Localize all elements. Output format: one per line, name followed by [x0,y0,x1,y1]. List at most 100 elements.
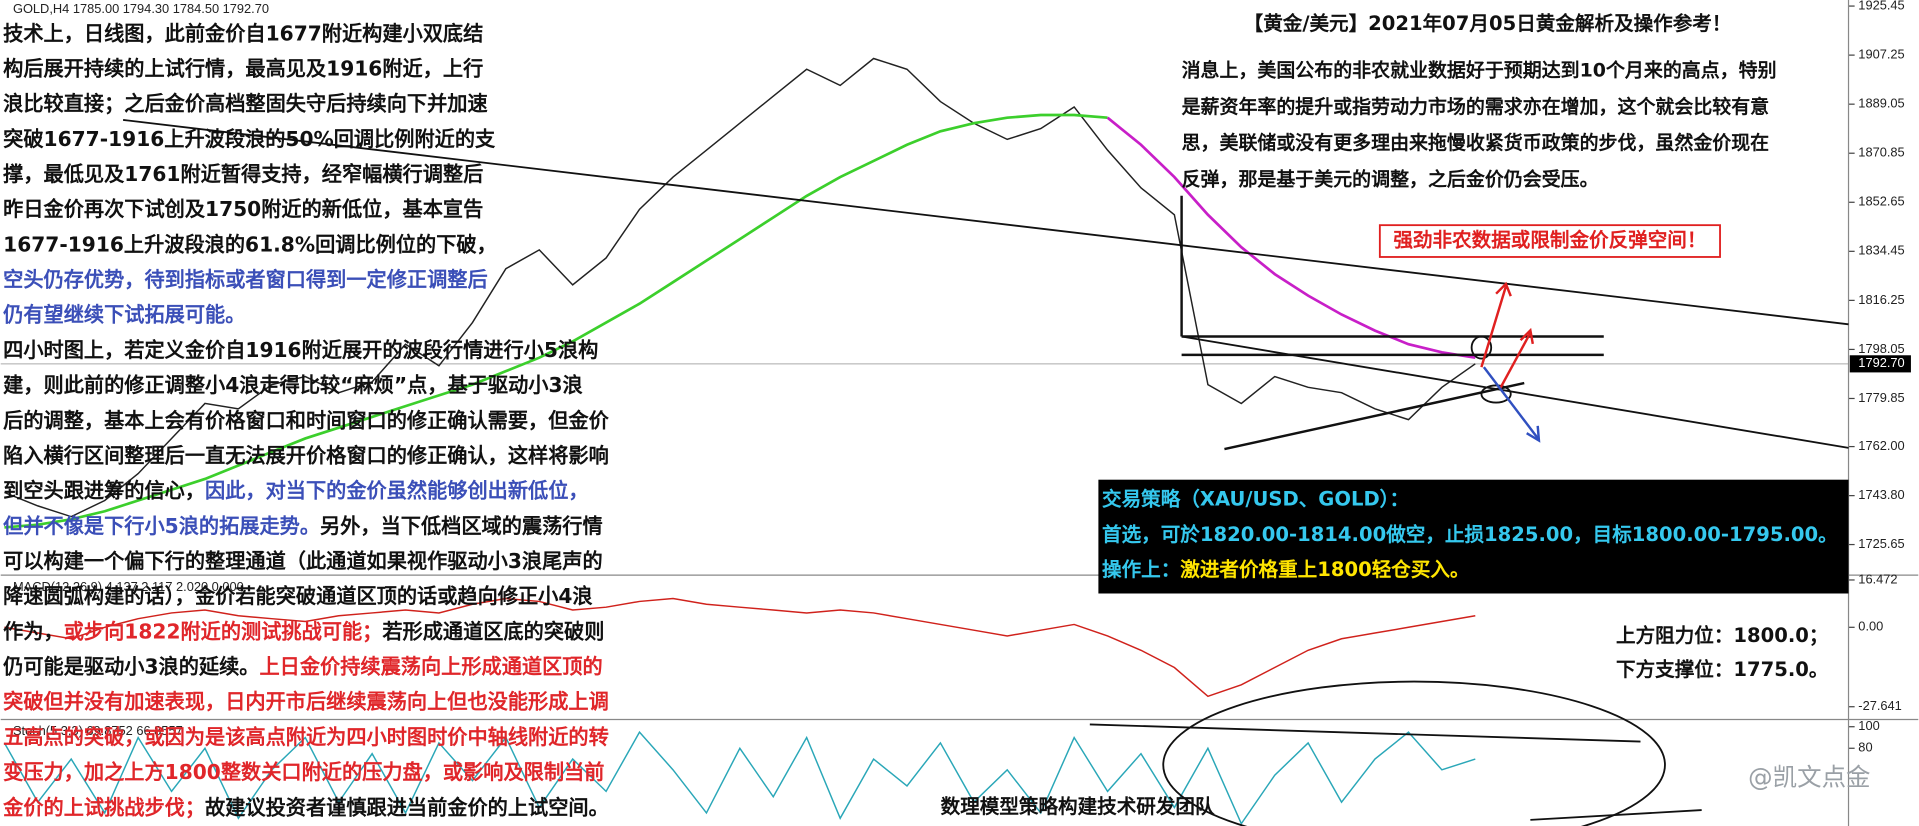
news-line: 是薪资年率的提升或指劳动力市场的需求亦在增加，这个就会比较有意 [1181,95,1770,118]
support-level: 下方支撑位：1775.0。 [1616,658,1828,681]
text-segment: 或步向1822附近的测试挑战可能； [64,619,383,643]
current-price-label: 1792.70 [1858,355,1904,370]
resistance-level: 上方阻力位：1800.0； [1616,624,1828,647]
panel-title: MACD(12,26,9) 4.137 2.117 2.020 0.000 [13,579,244,594]
y-tick-label: 1870.85 [1858,145,1904,160]
y-tick-label: 1907.25 [1858,47,1904,62]
text-segment: 浪比较直接；之后金价高档整固失守后持续向下并加速 [3,91,488,115]
circle-marker [1480,384,1512,404]
text-segment: 五高点的突破，或因为是该高点附近为四小时图时价中轴线附近的转 [3,724,609,748]
text-line: 变压力，加之上方1800整数关口附近的压力盘，或影响及限制当前 [3,760,604,784]
text-line: 技术上，日线图，此前金价自1677附近构建小双底结 [3,21,483,45]
text-line: 仍有望继续下试拓展可能。 [3,302,245,326]
text-line: 后的调整，基本上会有价格窗口和时间窗口的修正确认需要，但金价 [3,408,609,432]
text-segment: 交易策略（XAU/USD、GOLD）： [1102,487,1409,510]
text-line: 四小时图上，若定义金价自1916附近展开的波段行情进行小5浪构 [3,337,598,361]
text-segment: 后的调整，基本上会有价格窗口和时间窗口的修正确认需要，但金价 [3,408,609,432]
news-line: 消息上，美国公布的非农就业数据好于预期达到10个月来的高点，特别 [1182,58,1777,81]
text-segment: 撑，最低见及1761附近暂得支持，经窄幅横行调整后 [3,161,483,185]
text-segment: 昨日金价再次下试创及1750附近的新低位，基本宣告 [3,197,483,221]
text-segment: 技术上，日线图，此前金价自1677附近构建小双底结 [3,21,483,45]
team-name: 数理模型策略构建技术研发团队 [941,795,1215,818]
right-title: 【黄金/美元】2021年07月05日黄金解析及操作参考！ [1244,12,1732,35]
text-segment: 故建议投资者谨慎跟进当前金价的上试空间。 [205,795,609,819]
arrow-head [1526,425,1541,443]
text-segment: 构后展开持续的上试行情，最高见及1916附近，上行 [3,56,483,80]
text-line: 突破1677-1916上升波段浪的50%回调比例附近的支 [3,126,496,150]
text-segment: 变压力，加之上方1800整数关口附近的压力盘，或影响及限制当前 [3,760,604,784]
trend-line [1530,809,1702,821]
text-segment: 陷入横行区间整理后一直无法展开价格窗口的修正确认，这样将影响 [3,443,609,467]
text-line: 可以构建一个偏下行的整理通道（此通道如果视作驱动小3浪尾声的 [3,548,603,572]
arrow [1498,332,1532,390]
y-tick-label: 1798.05 [1858,341,1904,356]
arrow [1482,366,1539,439]
y-tick-label: 1762.00 [1858,438,1904,453]
text-line: 降速圆弧构建的话），金价若能突破通道区顶的话或趋向修正小4浪 [3,584,593,608]
callout: 强劲非农数据或限制金价反弹空间！ [1393,229,1706,252]
series-line [3,730,1476,826]
ellipse-marker [1162,680,1666,826]
text-segment: 四小时图上，若定义金价自1916附近展开的波段行情进行小5浪构 [3,337,598,361]
text-line: 但并不像是下行小5浪的拓展走势。另外，当下低档区域的震荡行情 [3,513,603,537]
text-segment: 但并不像是下行小5浪的拓展走势。 [3,513,320,537]
text-segment: 突破但并没有加速表现，日内开市后继续震荡向上但也没能形成上调 [3,689,609,713]
panel-title: GOLD,H4 1785.00 1794.30 1784.50 1792.70 [13,1,269,16]
y-tick-label: 100 [1858,718,1879,733]
text-line: 五高点的突破，或因为是该高点附近为四小时图时价中轴线附近的转 [3,724,609,748]
text-line: 昨日金价再次下试创及1750附近的新低位，基本宣告 [3,197,483,221]
text-segment: 到空头跟进筹的信心， [3,478,205,502]
y-tick-label: 1889.05 [1858,96,1904,111]
text-segment: 仍可能是驱动小3浪的延续。 [3,654,259,678]
text-segment: 操作上： [1102,558,1180,581]
text-line: 到空头跟进筹的信心，因此，对当下的金价虽然能够创出新低位， [3,478,588,502]
news-line: 反弹，那是基于美元的调整，之后金价仍会受压。 [1182,168,1599,191]
y-tick-label: 16.472 [1858,571,1897,586]
text-line: 空头仍存优势，待到指标或者窗口得到一定修正调整后 [3,267,488,291]
text-segment: 降速圆弧构建的话），金价若能突破通道区顶的话或趋向修正小4浪 [3,584,593,608]
y-tick-label: 1852.65 [1858,194,1904,209]
arrow-head [1519,327,1535,345]
panel-title: Stoch(5,3,3) 69.8752 66.8557 [13,723,183,738]
y-tick-label: 1743.80 [1858,487,1904,502]
text-segment: 因此，对当下的金价虽然能够创出新低位， [205,478,589,502]
series-line [4,57,1476,518]
text-segment: 可以构建一个偏下行的整理通道（此通道如果视作驱动小3浪尾声的 [3,548,603,572]
y-tick-label: -27.641 [1858,698,1902,713]
text-line: 撑，最低见及1761附近暂得支持，经窄幅横行调整后 [3,161,483,185]
text-segment: 空头仍存优势，待到指标或者窗口得到一定修正调整后 [3,267,488,291]
text-segment: 金价的上试挑战步伐； [2,795,205,819]
text-line: 仍可能是驱动小3浪的延续。上日金价持续震荡向上形成通道区顶的 [3,654,603,678]
text-line: 突破但并没有加速表现，日内开市后继续震荡向上但也没能形成上调 [3,689,609,713]
text-segment: 上日金价持续震荡向上形成通道区顶的 [259,654,602,678]
current-price-box [1849,355,1911,373]
text-line: 浪比较直接；之后金价高档整固失守后持续向下并加速 [3,91,488,115]
trend-line [122,119,1849,326]
y-tick-label: 1725.65 [1858,536,1904,551]
arrow [1480,285,1508,368]
y-tick-label: 80 [1858,740,1872,755]
text-line: 陷入横行区间整理后一直无法展开价格窗口的修正确认，这样将影响 [3,443,609,467]
text-line: 交易策略（XAU/USD、GOLD）： [1102,487,1409,510]
series-line [1106,116,1476,360]
text-line: 构后展开持续的上试行情，最高见及1916附近，上行 [3,56,483,80]
watermark: @凯文点金 [1748,762,1870,791]
arrow-head [1495,281,1512,297]
text-segment: 作为， [3,619,64,643]
callout-box [1378,224,1721,258]
circle-marker [1470,335,1493,360]
text-segment: 首选，可於1820.00-1814.00做空，止损1825.00，目标1800.… [1102,522,1838,545]
series-line [4,113,1108,529]
text-line: 1677-1916上升波段浪的61.8%回调比例位的下破， [3,232,497,256]
y-tick-label: 1779.85 [1858,390,1904,405]
text-segment: 激进者价格重上1800轻仓买入。 [1180,558,1469,581]
text-segment: 突破1677-1916上升波段浪的50%回调比例附近的支 [3,126,496,150]
series-line [4,597,1476,698]
text-segment: 另外，当下低档区域的震荡行情 [320,513,603,537]
text-segment: 1677-1916上升波段浪的61.8%回调比例位的下破， [3,232,497,256]
text-line: 作为，或步向1822附近的测试挑战可能；若形成通道区底的突破则 [3,619,604,643]
y-tick-label: 1925.45 [1858,0,1904,12]
text-line: 建，则此前的修正调整小4浪走得比较“麻烦”点，基于驱动小3浪 [3,373,583,397]
